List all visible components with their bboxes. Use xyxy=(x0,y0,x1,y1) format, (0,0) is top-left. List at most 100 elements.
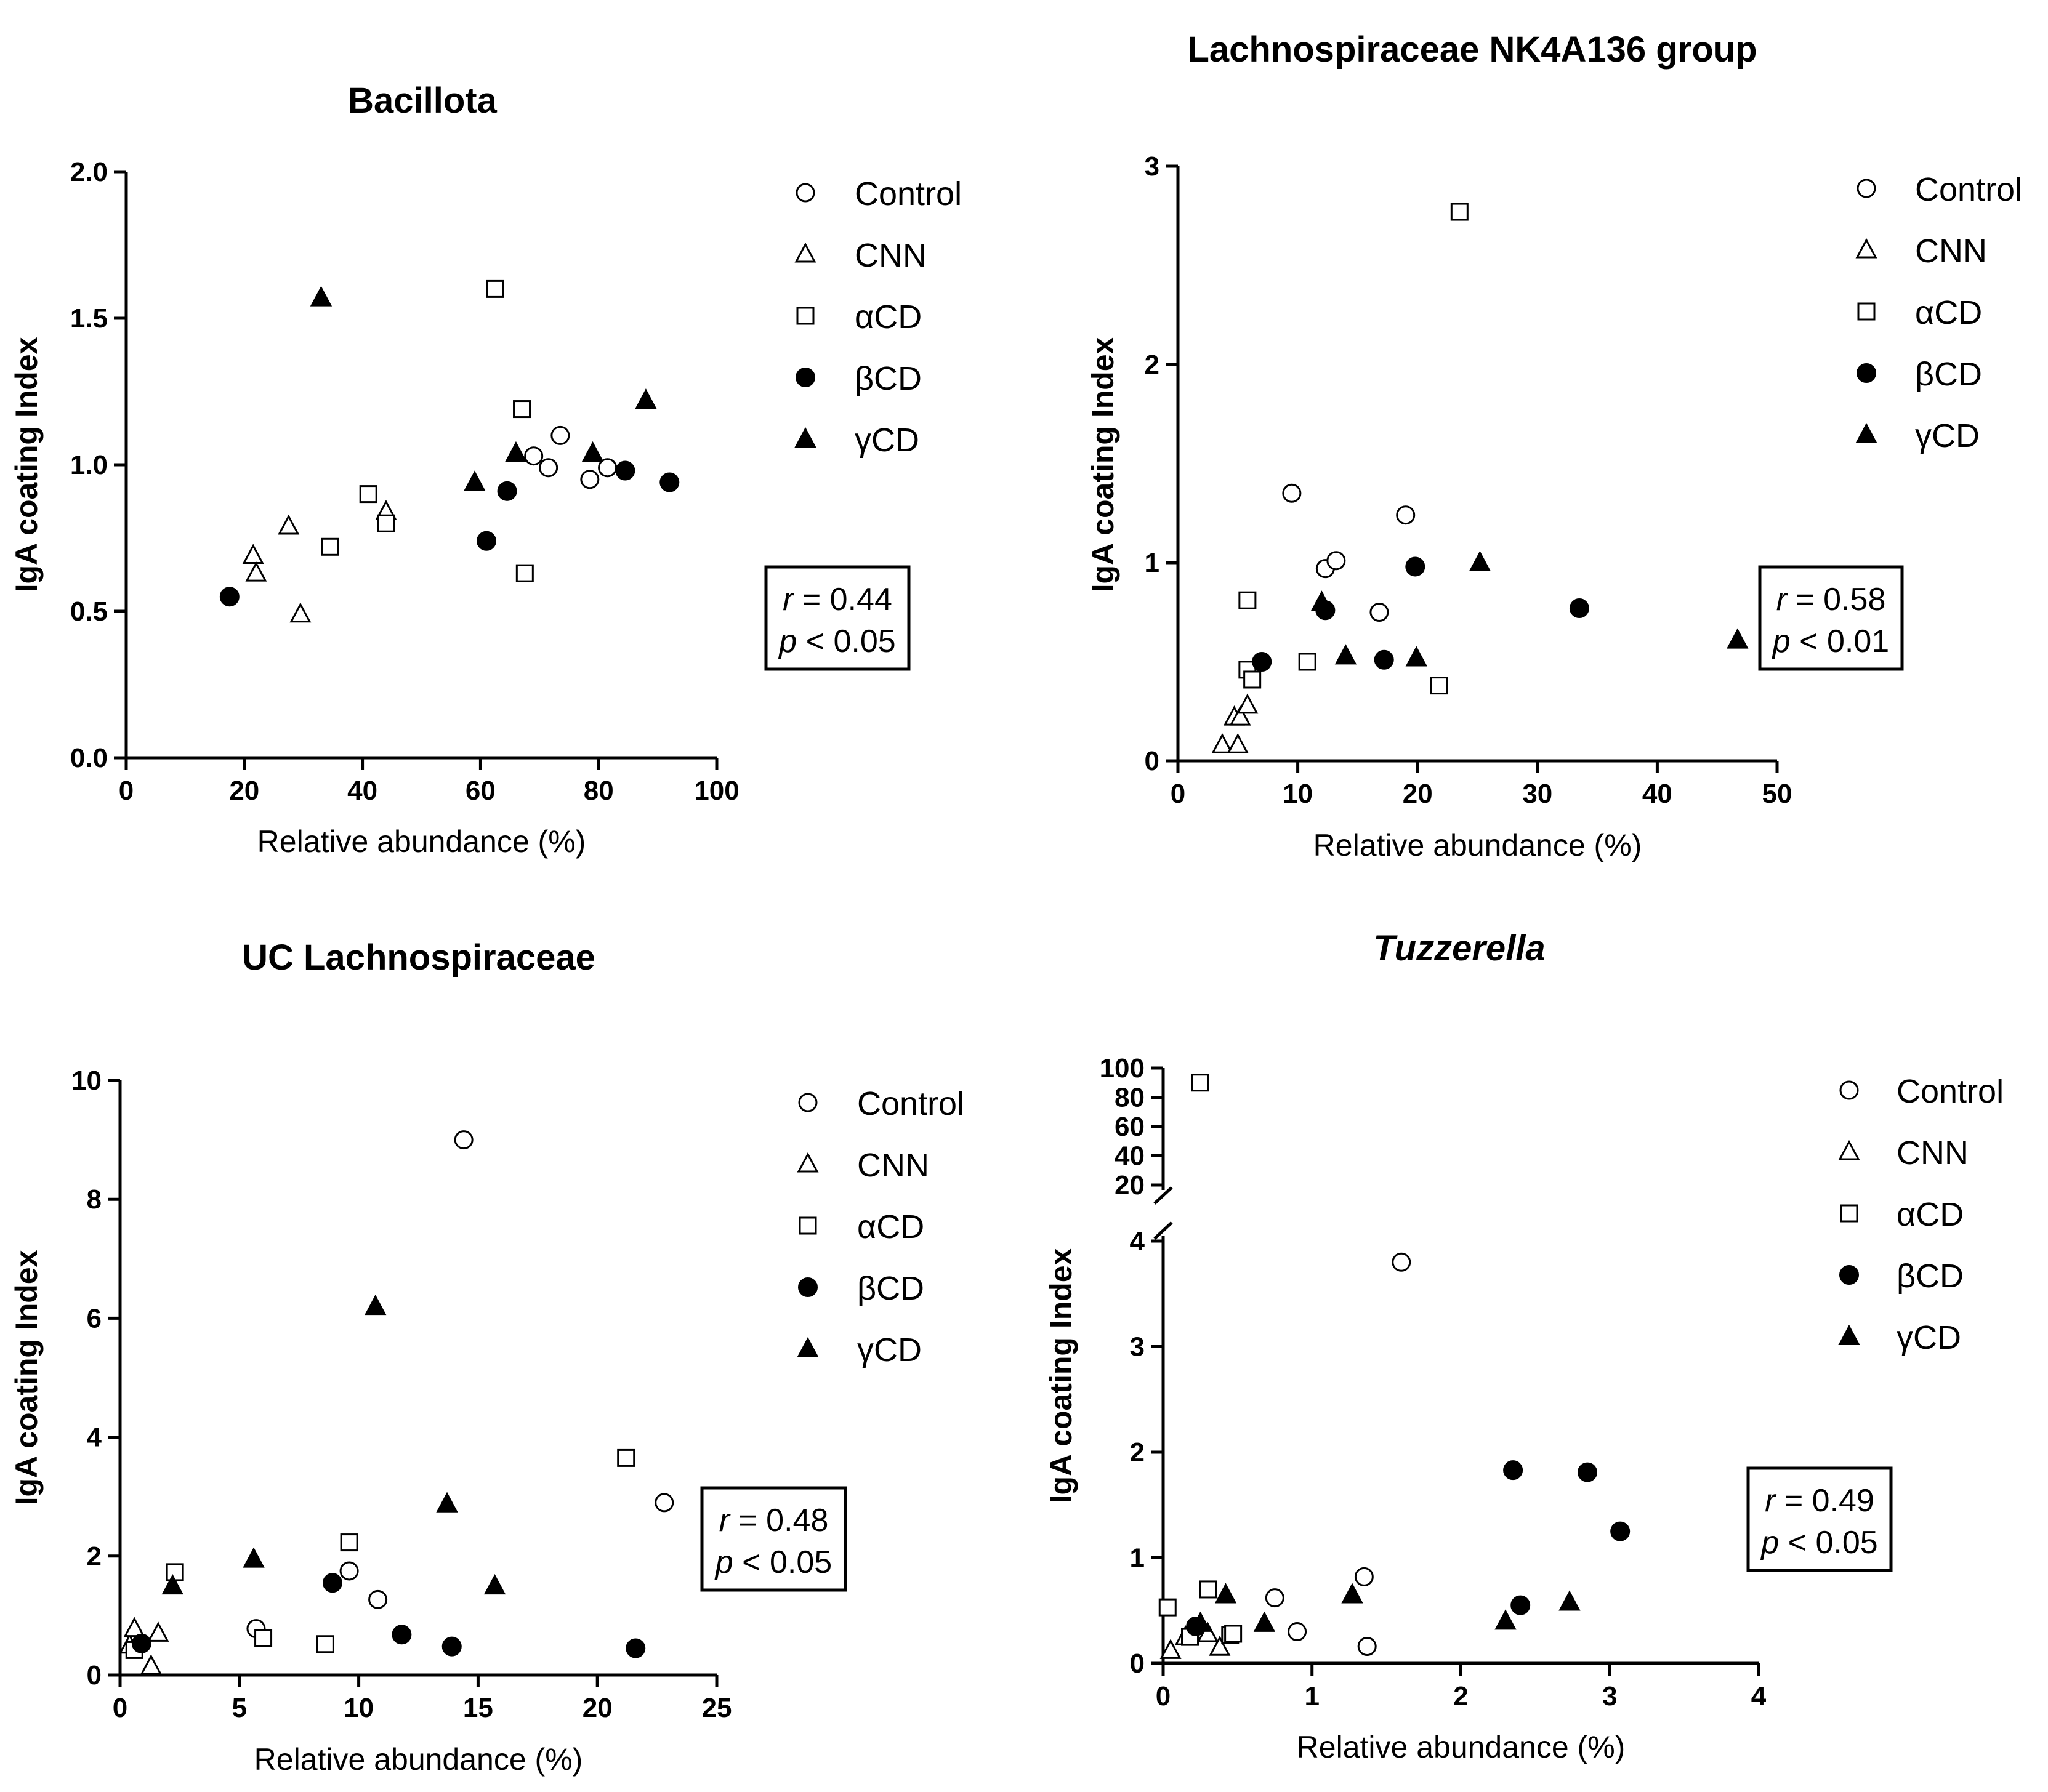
legend-marker-cd xyxy=(798,1277,818,1297)
stats-p: p < 0.05 xyxy=(714,1545,832,1580)
legend-label: βCD xyxy=(857,1270,924,1307)
data-point xyxy=(1199,1580,1217,1599)
data-point xyxy=(1209,1636,1231,1656)
data-point xyxy=(580,470,600,489)
stats-p-symbol: p xyxy=(1772,624,1791,659)
legend-label: Control xyxy=(855,175,962,212)
x-tick-label: 0 xyxy=(1156,1681,1171,1711)
x-tick-label: 0 xyxy=(119,776,134,806)
series-control xyxy=(524,425,618,489)
series-cd xyxy=(1310,550,1749,667)
stats-r: r = 0.48 xyxy=(719,1503,829,1538)
y-axis-label: IgA coating Index xyxy=(9,1250,44,1505)
data-point xyxy=(1298,653,1316,671)
legend-label: CNN xyxy=(855,237,927,274)
data-point xyxy=(1288,1622,1307,1642)
data-point xyxy=(655,1493,674,1513)
legend-marker-cnn xyxy=(1855,238,1877,259)
y-axis-label: IgA coating Index xyxy=(1044,1248,1078,1503)
x-tick-label: 30 xyxy=(1522,779,1552,809)
stats-r: r = 0.49 xyxy=(1765,1483,1874,1519)
legend-label: αCD xyxy=(1915,294,1982,331)
data-point xyxy=(219,587,240,607)
stats-r-symbol: r xyxy=(783,582,795,617)
series-cd xyxy=(219,460,680,607)
y-tick-label: 1 xyxy=(1130,1543,1145,1573)
legend-marker-cnn xyxy=(794,242,816,263)
data-point xyxy=(161,1573,183,1595)
data-point xyxy=(245,561,267,582)
data-point xyxy=(505,441,527,462)
data-point xyxy=(1227,733,1249,753)
data-point xyxy=(1310,590,1333,611)
data-point xyxy=(617,1448,635,1467)
series-cnn xyxy=(242,499,397,623)
data-point xyxy=(1405,556,1425,577)
data-point xyxy=(1396,505,1416,525)
data-point xyxy=(1392,1252,1411,1272)
data-point xyxy=(166,1563,184,1581)
x-tick-label: 1 xyxy=(1305,1681,1320,1711)
stats-r-symbol: r xyxy=(1776,582,1789,617)
stats-p-value: < 0.01 xyxy=(1791,624,1889,659)
series-cnn xyxy=(1211,693,1259,753)
chart-title: Lachnospiraceae NK4A136 group xyxy=(1187,30,1757,70)
y-tick-label: 20 xyxy=(1115,1170,1145,1200)
y-tick-label: 2 xyxy=(1145,350,1159,380)
y-tick-label: 1.5 xyxy=(70,303,108,334)
x-tick-label: 25 xyxy=(702,1693,732,1723)
x-tick-label: 20 xyxy=(1403,779,1433,809)
x-axis-label: Relative abundance (%) xyxy=(254,1742,583,1777)
x-tick-label: 20 xyxy=(229,776,259,806)
data-point xyxy=(1450,203,1469,221)
data-point xyxy=(368,1589,388,1609)
series-control xyxy=(246,1130,674,1639)
data-point xyxy=(316,1635,334,1653)
y-tick-label: 3 xyxy=(1145,151,1159,182)
legend-marker-cd xyxy=(1857,363,1876,383)
data-point xyxy=(339,1561,359,1581)
data-point xyxy=(524,446,544,466)
data-point xyxy=(550,425,570,445)
series-cd xyxy=(1238,203,1469,695)
stats-box xyxy=(764,565,911,671)
y-tick-label: 2 xyxy=(1130,1437,1145,1468)
stats-p-value: < 0.05 xyxy=(1779,1525,1877,1561)
data-point xyxy=(1494,1609,1517,1630)
legend-label: βCD xyxy=(1897,1258,1964,1295)
data-point xyxy=(513,400,531,419)
data-point xyxy=(1558,1590,1581,1611)
legend-label: βCD xyxy=(1915,356,1982,393)
legend-marker-cd xyxy=(1838,1324,1860,1345)
x-tick-label: 50 xyxy=(1762,779,1792,809)
x-tick-label: 40 xyxy=(347,776,377,806)
x-tick-label: 60 xyxy=(466,776,496,806)
legend-marker-cnn xyxy=(797,1152,819,1173)
data-point xyxy=(1224,1625,1243,1643)
y-tick-label: 0.0 xyxy=(70,743,108,773)
series-cd xyxy=(131,1573,646,1658)
data-point xyxy=(322,1573,342,1593)
series-cd xyxy=(310,286,657,491)
legend: Control CNN αCD βCD γCD xyxy=(794,175,962,459)
stats-box xyxy=(1758,565,1904,671)
data-point xyxy=(123,1617,145,1637)
data-point xyxy=(1334,644,1357,665)
stats-box xyxy=(700,1486,847,1592)
data-point xyxy=(441,1636,462,1657)
legend-marker-control xyxy=(798,1093,818,1112)
stats-p-symbol: p xyxy=(778,624,797,659)
stats-r: r = 0.58 xyxy=(1776,582,1886,617)
legend-marker-cd xyxy=(797,1336,819,1357)
data-point xyxy=(497,481,517,501)
data-point xyxy=(1430,677,1448,695)
stats-r-symbol: r xyxy=(719,1503,732,1538)
y-tick-label: 6 xyxy=(87,1303,102,1333)
legend-label: Control xyxy=(1915,171,2022,208)
data-point xyxy=(1727,628,1749,649)
data-point xyxy=(476,531,496,551)
legend: Control CNN αCD βCD γCD xyxy=(1838,1073,2004,1356)
x-tick-label: 10 xyxy=(1283,779,1313,809)
y-tick-label: 0 xyxy=(1145,746,1159,776)
data-point xyxy=(581,441,604,462)
